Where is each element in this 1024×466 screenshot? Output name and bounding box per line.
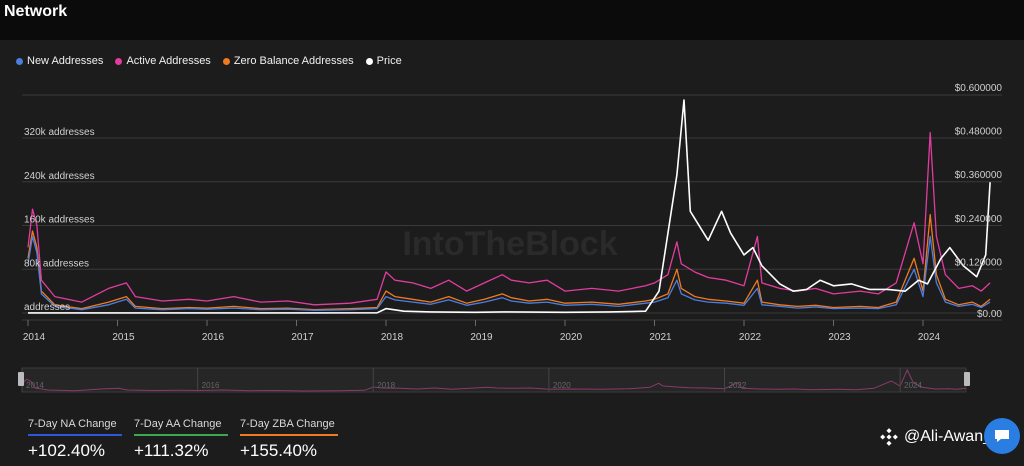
y-right-tick-label: $0.120000 bbox=[955, 257, 1003, 268]
kpi-label: 7-Day AA Change bbox=[134, 418, 222, 430]
x-tick-label: 2023 bbox=[828, 332, 851, 343]
x-tick-label: 2019 bbox=[470, 332, 493, 343]
chat-bubble-icon bbox=[995, 430, 1009, 442]
y-axis-labels: addresses 80k addresses 160k addresses 240k… bbox=[24, 83, 1002, 320]
legend-dot-icon bbox=[365, 57, 373, 65]
y-left-tick-label: 240k addresses bbox=[24, 171, 95, 182]
chat-button[interactable] bbox=[984, 418, 1020, 454]
page-title: Network bbox=[4, 3, 68, 20]
y-right-tick-label: $0.00 bbox=[977, 309, 1002, 320]
kpi-underline bbox=[28, 434, 122, 436]
y-right-tick-label: $0.240000 bbox=[955, 214, 1003, 225]
legend-label: Price bbox=[376, 55, 402, 67]
kpi-row: 7-Day NA Change +102.40% 7-Day AA Change… bbox=[28, 418, 338, 461]
navigator-handle-right bbox=[964, 372, 970, 386]
legend-label: Active Addresses bbox=[126, 55, 211, 67]
x-tick-label: 2024 bbox=[918, 332, 941, 343]
x-tick-label: 2020 bbox=[560, 332, 583, 343]
legend-item-new-addresses[interactable]: New Addresses bbox=[16, 55, 103, 67]
y-right-tick-label: $0.600000 bbox=[955, 83, 1003, 94]
header-bar bbox=[0, 0, 1024, 40]
x-tick-label: 2017 bbox=[291, 332, 314, 343]
range-navigator[interactable]: 2014 2016 2018 2020 2022 2024 bbox=[18, 367, 970, 393]
credit-text: @Ali-Awan_ bbox=[904, 428, 992, 445]
x-tick-label: 2022 bbox=[739, 332, 762, 343]
navigator-handle-left bbox=[18, 372, 24, 386]
kpi-underline bbox=[240, 434, 338, 436]
kpi-value: +155.40% bbox=[240, 441, 318, 460]
kpi-value: +111.32% bbox=[134, 441, 209, 460]
legend-label: New Addresses bbox=[27, 55, 104, 67]
y-left-tick-label: 320k addresses bbox=[24, 127, 95, 138]
legend-item-zero-balance-addresses[interactable]: Zero Balance Addresses bbox=[222, 55, 354, 67]
chart-legend: New Addresses Active Addresses Zero Bala… bbox=[16, 55, 402, 67]
x-tick-label: 2015 bbox=[112, 332, 135, 343]
kpi-aa-change: 7-Day AA Change +111.32% bbox=[134, 418, 228, 461]
series-lines bbox=[27, 99, 991, 314]
x-tick-label: 2021 bbox=[649, 332, 672, 343]
navigator-tick-label: 2024 bbox=[904, 381, 922, 390]
legend-label: Zero Balance Addresses bbox=[233, 55, 354, 67]
series-line-active-addresses bbox=[27, 131, 991, 306]
grid-lines bbox=[22, 94, 1002, 314]
kpi-label: 7-Day ZBA Change bbox=[240, 418, 335, 430]
legend-dot-icon bbox=[16, 57, 23, 65]
navigator-tick-label: 2020 bbox=[553, 381, 571, 390]
chart-panel bbox=[0, 40, 1024, 466]
x-tick-label: 2014 bbox=[23, 332, 46, 343]
x-tick-label: 2016 bbox=[202, 332, 225, 343]
author-credit: @Ali-Awan_ bbox=[880, 428, 992, 446]
y-left-tick-label: 160k addresses bbox=[24, 215, 95, 226]
x-tick-label: 2018 bbox=[381, 332, 404, 343]
legend-item-active-addresses[interactable]: Active Addresses bbox=[115, 55, 211, 67]
kpi-na-change: 7-Day NA Change +102.40% bbox=[28, 418, 122, 461]
kpi-value: +102.40% bbox=[28, 441, 106, 460]
series-line-zero-balance-addresses bbox=[27, 213, 991, 311]
kpi-zba-change: 7-Day ZBA Change +155.40% bbox=[240, 418, 338, 461]
legend-item-price[interactable]: Price bbox=[365, 55, 402, 67]
binance-logo-icon bbox=[880, 428, 898, 446]
y-right-tick-label: $0.480000 bbox=[955, 127, 1003, 138]
kpi-underline bbox=[134, 434, 228, 436]
navigator-tick-label: 2016 bbox=[202, 381, 220, 390]
y-right-tick-label: $0.360000 bbox=[955, 170, 1003, 181]
navigator-tick-label: 2018 bbox=[377, 381, 395, 390]
series-line-price bbox=[28, 99, 991, 314]
series-line-new-addresses bbox=[27, 235, 991, 311]
y-left-tick-label: addresses bbox=[24, 302, 70, 313]
watermark-text: IntoTheBlock bbox=[402, 225, 617, 263]
y-left-tick-label: 80k addresses bbox=[24, 258, 89, 269]
navigator-tick-label: 2014 bbox=[26, 381, 44, 390]
legend-dot-icon bbox=[115, 57, 123, 65]
navigator-track bbox=[21, 367, 967, 393]
navigator-tick-label: 2022 bbox=[729, 381, 747, 390]
kpi-label: 7-Day NA Change bbox=[28, 418, 117, 430]
x-axis-ticks: 2014 2015 2016 2017 2018 2019 2020 2021 2022 2023… bbox=[22, 319, 1002, 343]
legend-dot-icon bbox=[222, 57, 230, 65]
